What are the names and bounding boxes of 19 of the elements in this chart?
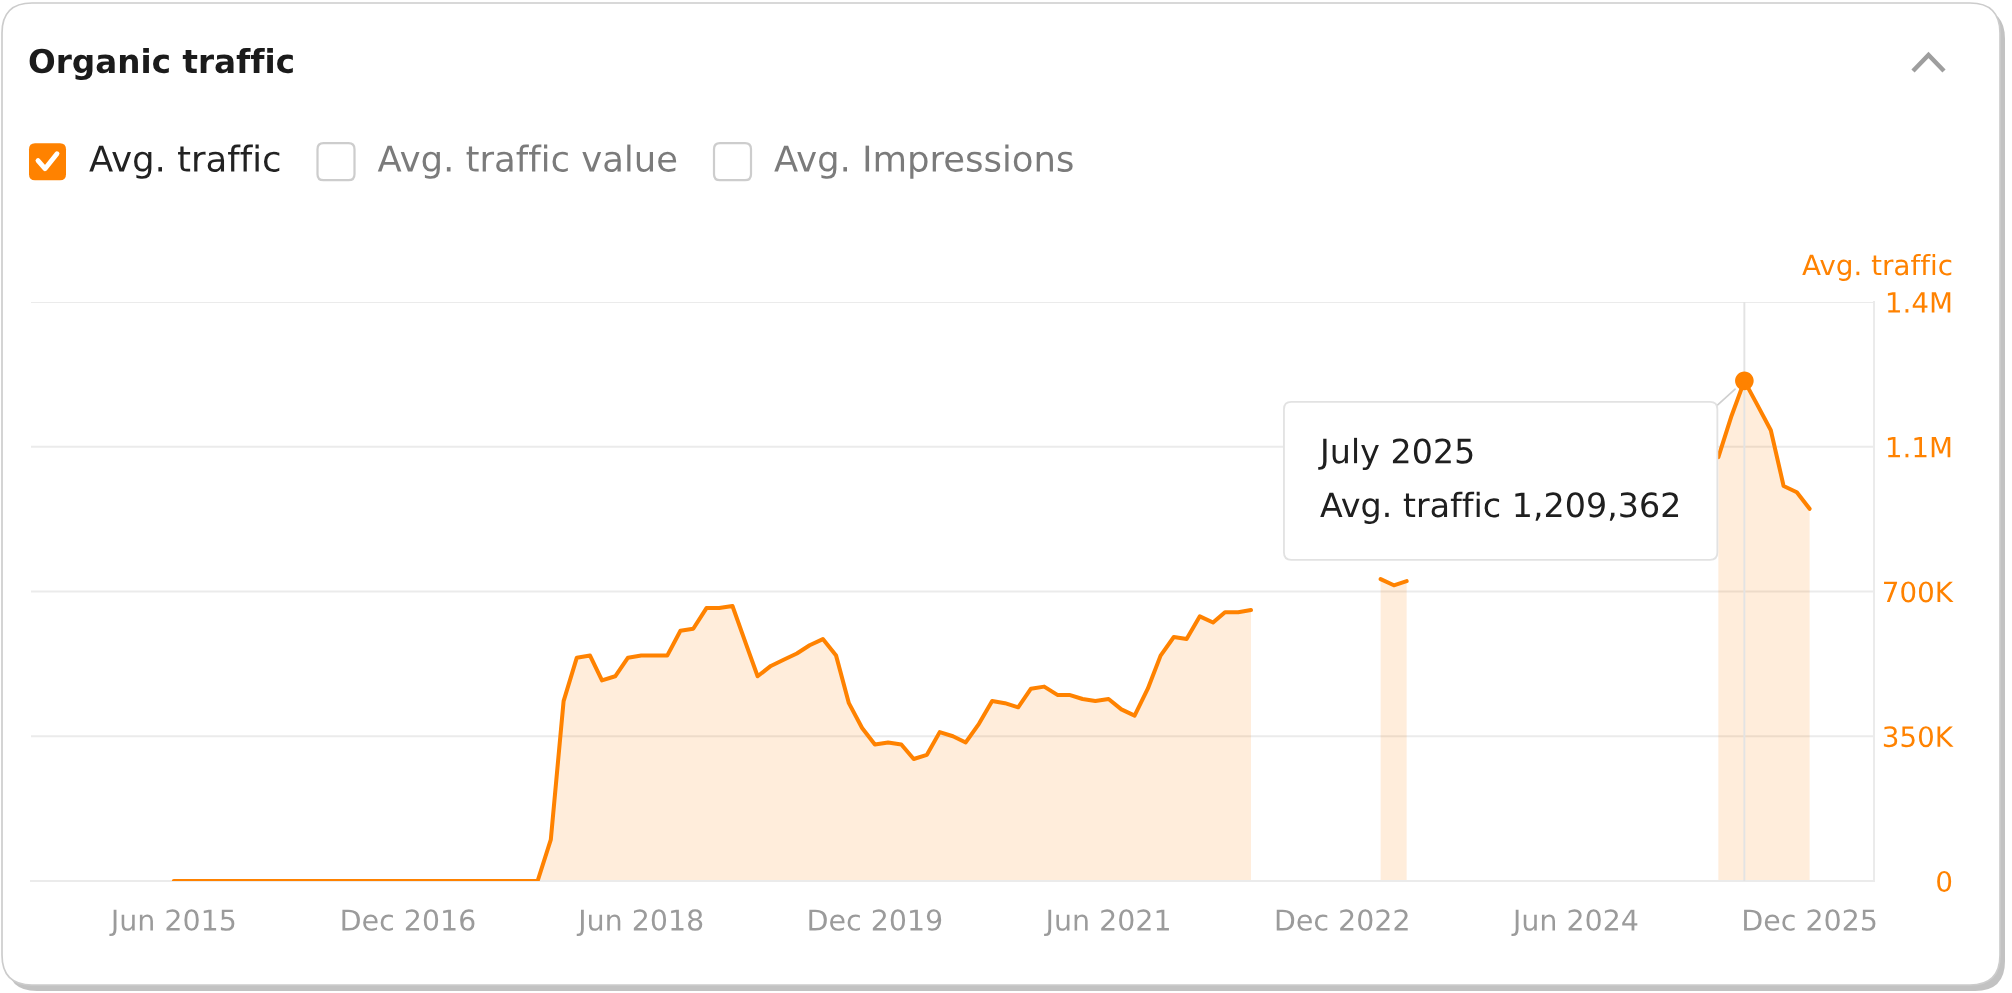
text: Avg. traffic value [377, 144, 677, 179]
x-tick-label: Dec 2019 [809, 909, 942, 931]
x-tick-label: Jun 2015 [109, 909, 235, 937]
chart-title: Organic traffic [29, 48, 293, 80]
x-tick-label: Jun 2024 [1511, 909, 1638, 937]
legend-label: Avg. traffic [89, 144, 280, 179]
text: Avg. Impressions [774, 144, 1073, 179]
annotation: July 2025 Avg. traffic 1,209,362 [1318, 437, 1679, 524]
y-tick-label: 700K [1884, 581, 1954, 603]
x-tick-label: Dec 2016 [342, 909, 475, 931]
y-axis-title: Avg. traffic [1802, 254, 1952, 281]
x-tick-label: Jun 2021 [1044, 909, 1169, 937]
y-tick-label: 1.1M [1887, 437, 1951, 458]
y-tick-label: 1.4M [1887, 292, 1951, 313]
x-tick-label: Jun 2018 [576, 909, 703, 937]
y-tick-label: 0 [1937, 870, 1952, 892]
x-tick-label: Dec 2022 [1276, 909, 1408, 931]
y-tick-label: 350K [1883, 726, 1954, 748]
x-tick-label: Dec 2025 [1744, 909, 1876, 931]
